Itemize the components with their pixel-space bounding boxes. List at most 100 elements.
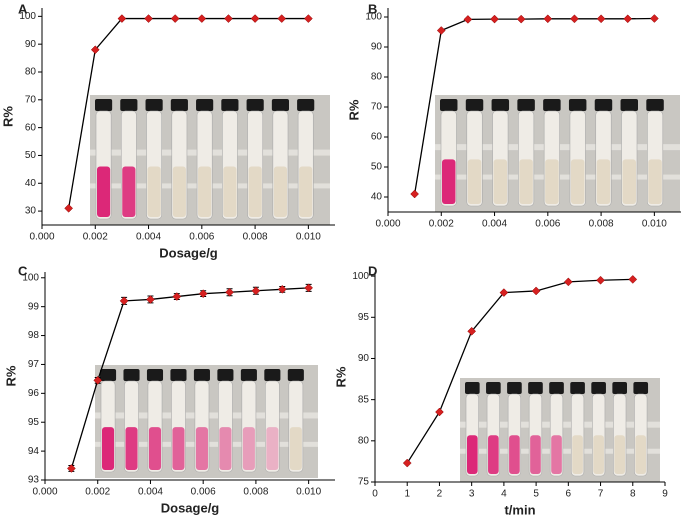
tube — [592, 393, 606, 477]
data-point — [277, 14, 287, 23]
tube-liquid — [198, 166, 212, 217]
y-tick-label: 93 — [28, 475, 40, 486]
data-line — [413, 17, 655, 195]
tube-liquid — [97, 166, 111, 217]
data-point — [224, 14, 233, 23]
tube-cap — [612, 382, 627, 394]
tube-liquid — [467, 435, 478, 474]
data-point — [304, 14, 313, 23]
tube-cap — [170, 369, 187, 381]
tube-cap — [620, 99, 638, 111]
x-tick-label: 6 — [566, 489, 572, 500]
data-point — [628, 275, 638, 284]
x-tick-label: 0.000 — [29, 232, 54, 243]
data-point — [516, 14, 526, 24]
y-tick-label: 97 — [28, 359, 40, 370]
tube — [492, 110, 509, 207]
tube-liquid — [195, 427, 208, 470]
x-tick-label: 2 — [437, 489, 443, 500]
tube-liquid — [442, 159, 456, 204]
tube-liquid — [125, 427, 138, 470]
y-tick-label: 95 — [358, 312, 370, 323]
data-point — [490, 14, 499, 24]
data-point — [596, 14, 606, 24]
tube-cap — [549, 382, 564, 394]
tube — [146, 110, 162, 220]
y-axis-label: R% — [3, 365, 18, 386]
tube-liquid — [648, 159, 662, 204]
tube-liquid — [219, 427, 232, 470]
data-point — [463, 15, 473, 24]
x-axis-label: Dosage/g — [159, 245, 218, 260]
tube-cap — [568, 99, 587, 111]
y-tick-label: 90 — [371, 42, 383, 53]
data-point — [531, 286, 541, 296]
x-tick-label: 4 — [501, 489, 507, 500]
tube-cap — [543, 99, 561, 111]
tube-liquid — [614, 435, 625, 474]
y-tick-label: 98 — [28, 330, 40, 341]
y-tick-label: 95 — [28, 417, 40, 428]
y-tick-label: 40 — [371, 192, 383, 203]
tube-cap — [264, 369, 281, 381]
data-point — [436, 26, 446, 35]
data-point — [117, 14, 127, 23]
tube — [466, 110, 483, 207]
tube — [222, 110, 238, 220]
tube-cap — [465, 99, 484, 111]
y-tick-label: 30 — [25, 206, 37, 217]
tube-cap — [507, 382, 522, 394]
data-point — [146, 295, 155, 304]
y-tick-label: 100 — [22, 272, 39, 283]
tube-liquid — [593, 435, 604, 474]
tube-cap — [440, 99, 458, 111]
y-tick-label: 99 — [28, 301, 40, 312]
tube — [570, 393, 585, 477]
tube — [613, 393, 627, 477]
panel-label: C — [18, 263, 28, 278]
tube-liquid — [551, 435, 562, 474]
tube — [634, 393, 648, 477]
inset-photo — [95, 365, 318, 478]
x-tick-label: 0.006 — [189, 232, 214, 243]
data-point — [650, 14, 659, 23]
x-tick-label: 0 — [372, 489, 378, 500]
data-point — [251, 286, 261, 296]
tube-liquid — [570, 159, 585, 204]
data-point — [93, 375, 103, 385]
tube-liquid — [596, 159, 611, 204]
tube-liquid — [467, 159, 482, 204]
tube-cap — [145, 99, 163, 111]
data-point — [402, 458, 412, 468]
y-axis-label: R% — [333, 366, 348, 387]
x-tick-label: 0.008 — [589, 219, 614, 230]
tube — [543, 110, 560, 207]
tube — [272, 110, 289, 220]
tube-liquid — [635, 435, 647, 474]
tube-liquid — [147, 166, 161, 217]
y-tick-label: 70 — [371, 102, 383, 113]
y-tick-label: 100 — [365, 12, 382, 23]
data-point — [563, 277, 573, 287]
x-tick-label: 8 — [630, 489, 636, 500]
tube — [288, 380, 304, 473]
y-tick-label: 94 — [28, 446, 40, 457]
panel-label: B — [368, 1, 377, 16]
y-tick-label: 100 — [352, 271, 369, 282]
x-tick-label: 0.010 — [296, 232, 321, 243]
tube — [196, 110, 213, 220]
tube-cap — [297, 99, 315, 111]
data-line — [406, 278, 633, 464]
y-tick-label: 90 — [358, 353, 370, 364]
x-tick-label: 0.006 — [191, 487, 216, 498]
tube-liquid — [148, 427, 162, 470]
tube-cap — [528, 382, 543, 394]
tube-liquid — [172, 166, 186, 217]
y-tick-label: 70 — [25, 94, 37, 105]
tube-cap — [95, 99, 113, 111]
x-tick-label: 0.002 — [83, 232, 108, 243]
y-tick-label: 50 — [25, 150, 37, 161]
y-tick-label: 40 — [25, 178, 37, 189]
y-tick-label: 75 — [358, 477, 370, 488]
